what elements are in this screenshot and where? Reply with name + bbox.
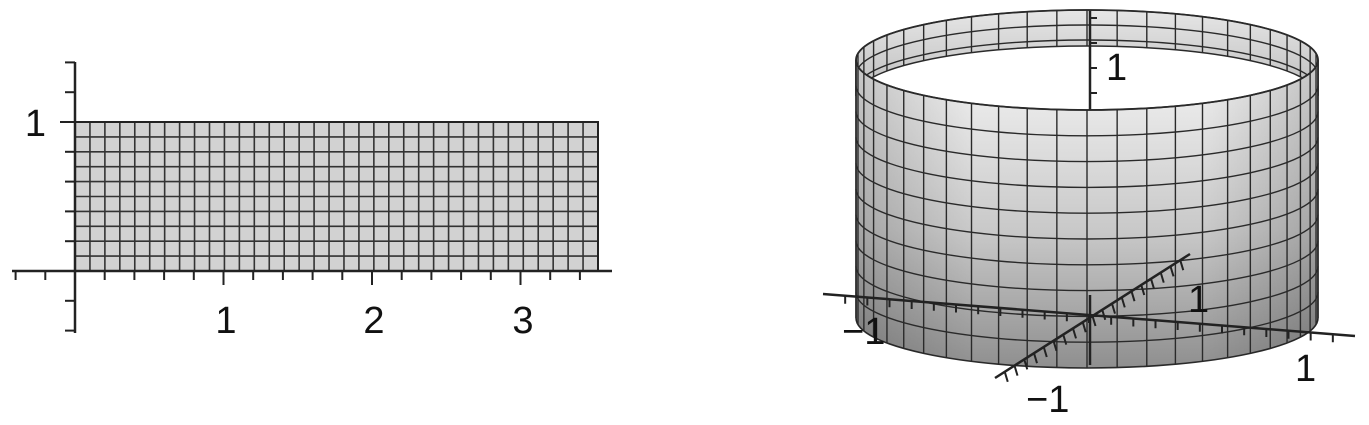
y-tick-label-neg: −1 [1026, 379, 1069, 421]
y-axis-3d-tick [1052, 340, 1058, 352]
outer-grid-ring [855, 266, 1319, 318]
y-axis-3d-tick [1169, 266, 1175, 277]
y-tick-label-1: 1 [25, 103, 46, 145]
y-axis-3d-tick [1120, 297, 1126, 308]
x-tick-label-3: 3 [512, 300, 533, 342]
outer-grid-ring [855, 111, 1319, 163]
x-tick-label-neg: −1 [842, 311, 885, 353]
y-tick-label-pos: 1 [1188, 279, 1209, 321]
inner-grid-ring [855, 24, 1319, 76]
axis-ticks [14, 61, 581, 332]
inner-grid-ring [855, 39, 1319, 91]
y-axis-3d-tick [1081, 321, 1087, 333]
cylinder-outer-grid [855, 60, 1319, 368]
y-axis-3d-tick [1101, 309, 1107, 321]
outer-grid-ring [855, 188, 1319, 240]
y-axis-3d-tick [1062, 334, 1068, 345]
y-axis-3d-tick [1159, 272, 1165, 283]
y-axis-3d-tick [1150, 278, 1155, 290]
y-axis-3d-tick [1140, 284, 1146, 296]
z-tick-label-1: 1 [1106, 47, 1127, 89]
y-axis-3d-tick [1130, 290, 1136, 302]
y-axis-3d-tick [1003, 371, 1009, 383]
y-axis-3d-tick [1042, 346, 1048, 358]
cylinder-inner-grid [855, 10, 1319, 96]
outer-grid-ring [855, 292, 1319, 343]
y-axis-3d-tick [1023, 359, 1029, 370]
x-tick-label-1: 1 [215, 300, 236, 342]
outer-grid-ring [855, 163, 1319, 214]
outer-grid-ring [855, 137, 1319, 189]
y-axis-3d-tick [1033, 352, 1038, 364]
x-tick-label-pos: 1 [1295, 348, 1316, 390]
axis-3d-ticks [844, 259, 1334, 383]
left-plot: 1 2 3 1 [12, 61, 612, 342]
x-tick-label-2: 2 [363, 300, 384, 342]
outer-grid-ring [855, 85, 1319, 137]
y-axis-3d-tick [1013, 365, 1019, 376]
right-plot: 1 1 −1 1 −1 [822, 9, 1356, 421]
region-grid [75, 122, 598, 271]
outer-grid-ring [855, 240, 1319, 292]
y-axis-3d-tick [1072, 328, 1077, 339]
cylinder-top-rim [855, 9, 1319, 111]
y-axis-3d-tick [1111, 303, 1116, 314]
y-axis-3d-tick [1091, 315, 1097, 327]
outer-grid-ring [855, 214, 1319, 266]
y-axis-3d-tick [1179, 259, 1185, 271]
